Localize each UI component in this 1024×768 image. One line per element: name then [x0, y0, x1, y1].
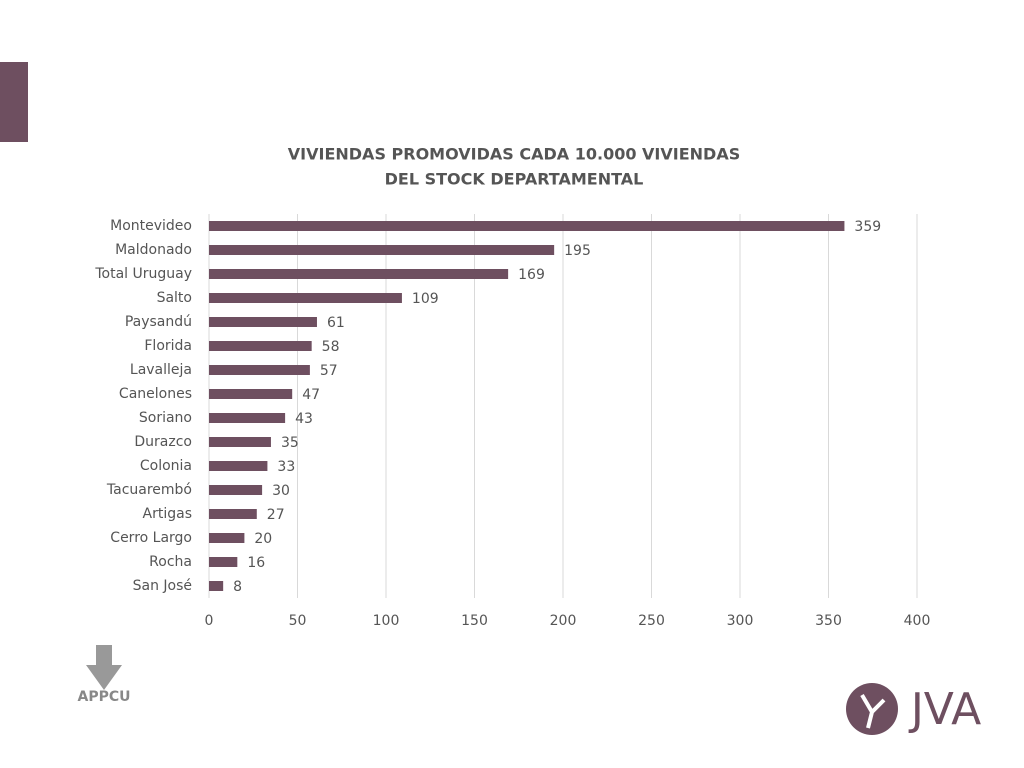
bar	[209, 245, 555, 255]
value-label: 35	[281, 435, 299, 451]
value-label: 27	[267, 507, 285, 523]
jva-text: JVA	[908, 684, 981, 735]
bar	[209, 461, 268, 471]
bar	[209, 485, 263, 495]
y-tick-label: Colonia	[140, 458, 192, 474]
y-tick-label: Rocha	[149, 554, 192, 570]
value-label: 47	[302, 387, 320, 403]
y-tick-label: Tacuarembó	[106, 482, 192, 498]
chart-title: VIVIENDAS PROMOVIDAS CADA 10.000 VIVIEND…	[288, 145, 740, 164]
value-label: 43	[295, 411, 313, 427]
y-tick-label: Artigas	[143, 506, 192, 522]
appcu-icon	[86, 645, 122, 690]
x-tick-label: 150	[461, 613, 488, 629]
bar	[209, 581, 224, 591]
x-tick-label: 100	[373, 613, 400, 629]
appcu-logo: APPCU	[78, 645, 131, 705]
value-label: 359	[854, 219, 881, 235]
accent-bar	[0, 62, 28, 142]
value-label: 58	[322, 339, 340, 355]
value-label: 195	[564, 243, 591, 259]
y-tick-label: Durazco	[134, 434, 192, 450]
x-tick-label: 250	[638, 613, 665, 629]
value-label: 16	[247, 555, 265, 571]
value-label: 8	[233, 579, 242, 595]
bar	[209, 221, 845, 231]
y-tick-label: San José	[133, 578, 192, 594]
bar	[209, 293, 402, 303]
value-label: 109	[412, 291, 439, 307]
bar	[209, 389, 293, 399]
x-tick-label: 400	[904, 613, 931, 629]
value-label: 57	[320, 363, 338, 379]
x-tick-label: 300	[727, 613, 754, 629]
jva-logo: JVA	[846, 683, 981, 735]
y-tick-label: Canelones	[119, 386, 192, 402]
y-tick-label: Soriano	[139, 410, 192, 426]
bar	[209, 437, 271, 447]
bar	[209, 365, 310, 375]
value-label: 61	[327, 315, 345, 331]
value-label: 20	[254, 531, 272, 547]
y-tick-label: Total Uruguay	[94, 266, 192, 282]
x-tick-label: 350	[815, 613, 842, 629]
y-tick-label: Montevideo	[110, 218, 192, 234]
bar	[209, 413, 286, 423]
x-tick-label: 0	[205, 613, 214, 629]
value-label: 33	[277, 459, 295, 475]
bar	[209, 341, 312, 351]
x-tick-label: 200	[550, 613, 577, 629]
y-tick-label: Lavalleja	[130, 362, 192, 378]
y-tick-label: Florida	[144, 338, 192, 354]
bar	[209, 509, 257, 519]
bar	[209, 557, 238, 567]
chart-title: DEL STOCK DEPARTAMENTAL	[385, 170, 644, 189]
y-tick-label: Salto	[157, 290, 192, 306]
y-tick-label: Paysandú	[125, 314, 192, 330]
value-label: 169	[518, 267, 545, 283]
jva-icon-mark	[860, 693, 886, 729]
bar	[209, 317, 317, 327]
bar	[209, 269, 509, 279]
bar	[209, 533, 245, 543]
x-tick-label: 50	[289, 613, 307, 629]
y-tick-label: Maldonado	[115, 242, 192, 258]
appcu-text: APPCU	[78, 689, 131, 705]
value-label: 30	[272, 483, 290, 499]
y-tick-label: Cerro Largo	[110, 530, 192, 546]
